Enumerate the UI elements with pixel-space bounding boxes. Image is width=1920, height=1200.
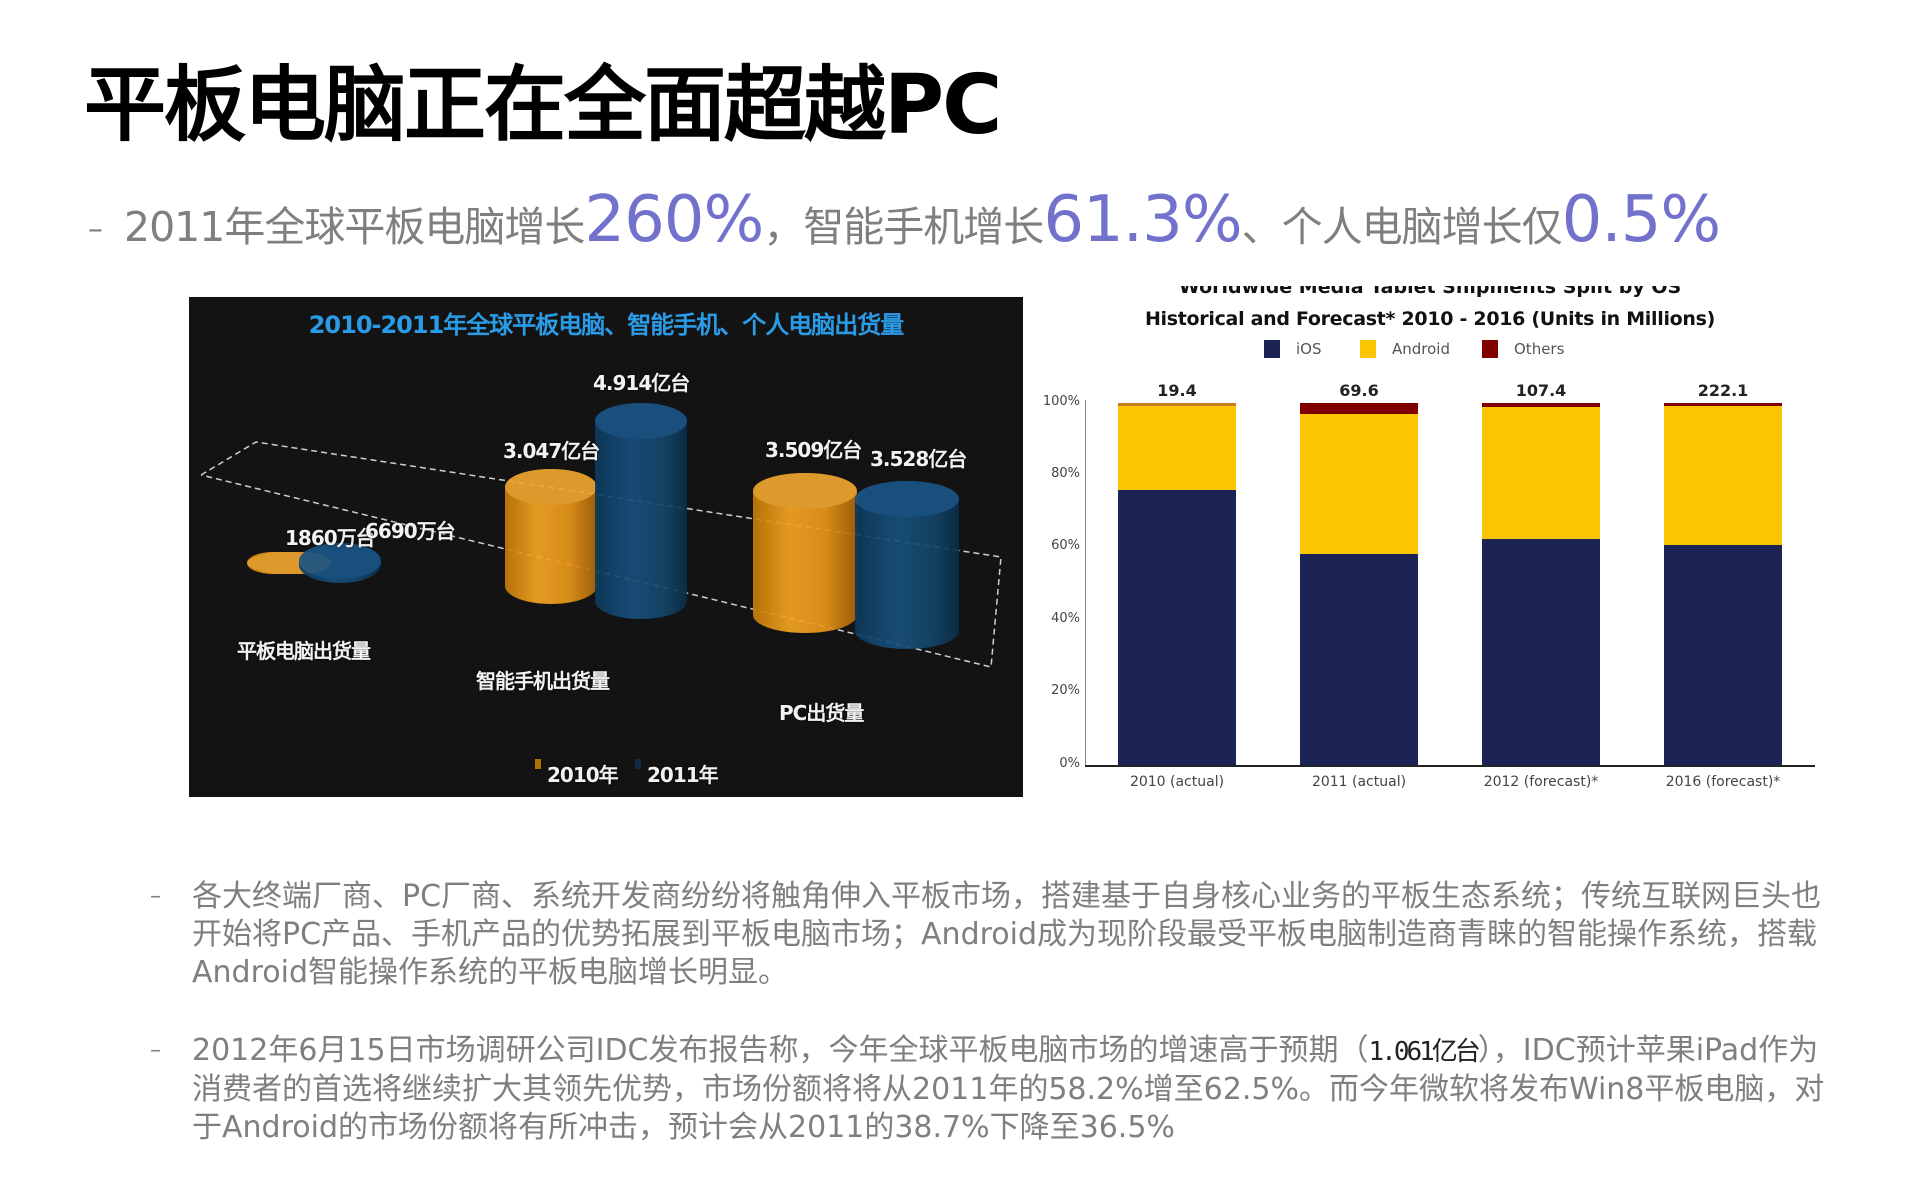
y-tick: 80% [1051, 466, 1080, 481]
bar-smartphone-2010 [505, 469, 597, 604]
chart-title: Historical and Forecast* 2010 - 2016 (Un… [1144, 308, 1716, 330]
category-label-tablet: 平板电脑出货量 [237, 639, 371, 663]
shipments-3d-chart: 2010-2011年全球平板电脑、智能手机、个人电脑出货量 1860万台 669… [189, 297, 1023, 797]
chart-title: 2010-2011年全球平板电脑、智能手机、个人电脑出货量 [308, 311, 905, 339]
legend-2010: 2010年 [535, 759, 619, 788]
value-label: 4.914亿台 [593, 371, 690, 395]
y-tick: 0% [1059, 756, 1080, 771]
legend-swatch-icon [1482, 340, 1498, 358]
y-tick: 20% [1051, 683, 1080, 698]
shipment-number: 1.061亿台 [1368, 1037, 1481, 1067]
bar-2010 [1118, 403, 1236, 765]
x-label: 2011 (actual) [1311, 774, 1407, 790]
category-label-pc: PC出货量 [779, 701, 864, 725]
bar-pc-2010 [753, 473, 857, 633]
legend-2011: 2011年 [635, 759, 719, 788]
bar-pc-2011 [855, 481, 959, 649]
bullet-dash: – [88, 212, 103, 247]
legend-swatch-icon [1264, 340, 1280, 358]
value-label: 3.528亿台 [870, 447, 967, 471]
bullet-paragraph-ecosystem: – 各大终端厂商、PC厂商、系统开发商纷纷将触角伸入平板市场，搭建基于自身核心业… [150, 878, 1830, 992]
legend-swatch-icon [1360, 340, 1376, 358]
x-axis [1085, 765, 1815, 767]
pc-growth-value: 0.5% [1561, 183, 1722, 257]
headline-text: ，智能手机增长 [763, 203, 1044, 251]
category-label-smartphone: 智能手机出货量 [476, 669, 610, 693]
bullet-dash: – [150, 884, 161, 909]
legend-swatch-orange-icon [535, 759, 541, 769]
value-label: 3.509亿台 [765, 438, 862, 462]
chart-title-clipped: Worldwide Media Tablet Shipments Split b… [1178, 286, 1682, 298]
y-axis [1085, 400, 1086, 766]
paragraph-text: 各大终端厂商、PC厂商、系统开发商纷纷将触角伸入平板市场，搭建基于自身核心业务的… [192, 879, 1822, 990]
bullet-paragraph-idc: – 2012年6月15日市场调研公司IDC发布报告称，今年全球平板电脑市场的增速… [150, 1032, 1830, 1147]
x-label: 2016 (forecast)* [1665, 774, 1781, 790]
os-share-chart: Worldwide Media Tablet Shipments Split b… [1040, 286, 1820, 806]
value-label: 6690万台 [365, 519, 456, 543]
paragraph-text: 2012年6月15日市场调研公司IDC发布报告称，今年全球平板电脑市场的增速高于… [192, 1033, 1825, 1145]
bar-smartphone-2011 [595, 403, 687, 619]
bar-tablet-2011 [299, 543, 381, 583]
y-tick: 40% [1051, 611, 1080, 626]
headline-text: 、个人电脑增长仅 [1241, 203, 1563, 251]
total-label: 107.4 [1515, 381, 1567, 400]
page-title: 平板电脑正在全面超越PC [84, 58, 1002, 153]
y-tick: 100% [1042, 394, 1080, 409]
headline-text: 2011年全球平板电脑增长 [124, 203, 585, 251]
bullet-dash: – [150, 1038, 161, 1063]
value-label: 1860万台 [285, 526, 376, 550]
bar-2012 [1482, 403, 1600, 765]
x-label: 2010 (actual) [1129, 774, 1225, 790]
total-label: 69.6 [1339, 381, 1379, 400]
bar-2016 [1664, 403, 1782, 765]
chart-floor-plane [201, 441, 1002, 668]
legend-android: Android [1360, 340, 1450, 358]
y-tick: 60% [1051, 538, 1080, 553]
bar-2011 [1300, 403, 1418, 765]
legend-ios: iOS [1264, 340, 1322, 358]
headline: –2011年全球平板电脑增长260%，智能手机增长61.3%、个人电脑增长仅0.… [88, 180, 1722, 270]
x-label: 2012 (forecast)* [1483, 774, 1599, 790]
tablet-growth-value: 260% [584, 183, 764, 257]
value-label: 3.047亿台 [503, 439, 600, 463]
legend-others: Others [1482, 340, 1564, 358]
legend-swatch-blue-icon [635, 759, 641, 769]
smartphone-growth-value: 61.3% [1043, 183, 1242, 257]
total-label: 222.1 [1697, 381, 1749, 400]
total-label: 19.4 [1157, 381, 1197, 400]
